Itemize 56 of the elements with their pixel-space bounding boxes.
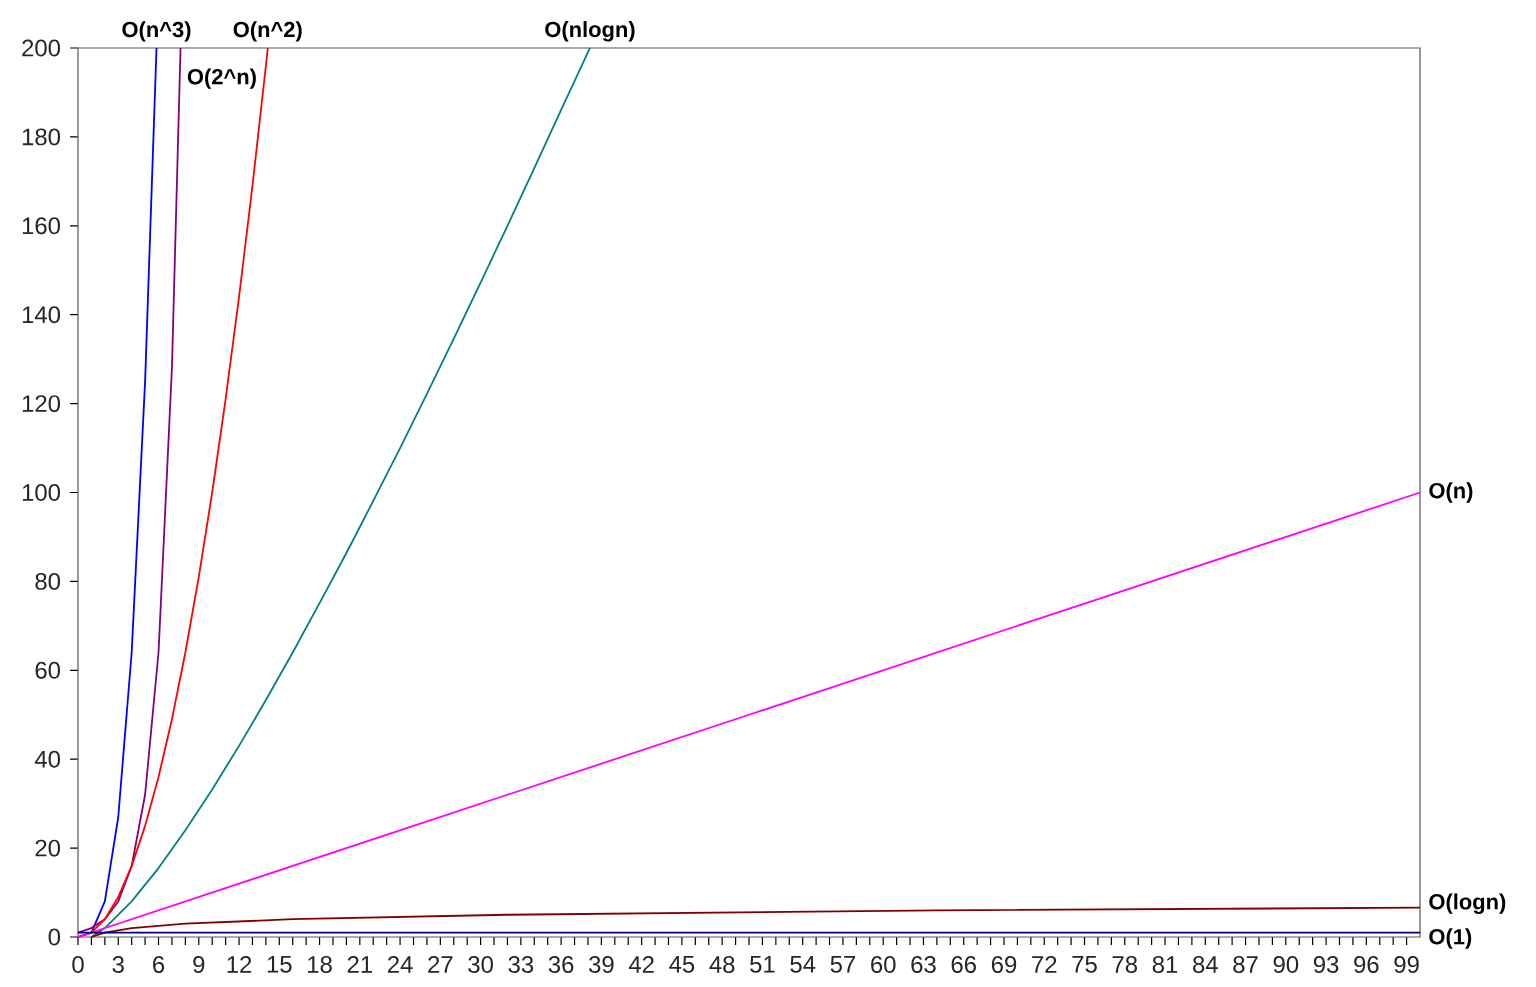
x-tick-label: 18 bbox=[308, 956, 332, 973]
series-label: O(n^3) bbox=[122, 21, 191, 42]
x-tick-label: 99 bbox=[1394, 956, 1419, 973]
x-tick-label: 75 bbox=[1072, 956, 1097, 973]
x-tick-label: 27 bbox=[428, 956, 453, 973]
y-tick-label: 140 bbox=[22, 306, 61, 324]
y-tick-label: 60 bbox=[35, 661, 61, 679]
x-tick-label: 33 bbox=[508, 956, 534, 973]
y-tick-label: 40 bbox=[34, 750, 61, 768]
y-tick-label: 180 bbox=[22, 128, 61, 146]
x-tick-label: 60 bbox=[871, 956, 896, 973]
y-tick-label: 120 bbox=[22, 395, 61, 413]
x-tick-label: 81 bbox=[1152, 956, 1178, 973]
x-tick-label: 3 bbox=[112, 956, 124, 973]
x-tick-label: 21 bbox=[347, 956, 372, 973]
x-tick-label: 0 bbox=[72, 956, 84, 973]
x-tick-label: 72 bbox=[1032, 956, 1057, 973]
y-tick-label: 80 bbox=[35, 572, 61, 590]
x-tick-label: 87 bbox=[1233, 956, 1258, 973]
x-tick-label: 96 bbox=[1354, 956, 1379, 973]
series-label: O(n^2) bbox=[233, 21, 302, 42]
x-tick-label: 63 bbox=[911, 956, 936, 973]
line-series bbox=[90, 47, 591, 938]
x-tick-label: 39 bbox=[588, 956, 614, 973]
x-tick-label: 66 bbox=[951, 956, 976, 973]
series-label: O(nlogn) bbox=[545, 21, 635, 42]
x-tick-label: 12 bbox=[227, 956, 252, 973]
y-tick-label: 20 bbox=[35, 839, 61, 857]
y-tick-label: 100 bbox=[22, 484, 61, 501]
x-tick-label: 6 bbox=[153, 956, 165, 973]
x-tick-label: 54 bbox=[790, 956, 816, 973]
y-tick-label: 200 bbox=[22, 39, 61, 57]
series-label: O(logn) bbox=[1429, 893, 1506, 914]
x-tick-label: 48 bbox=[709, 956, 735, 973]
x-tick-label: 69 bbox=[991, 956, 1017, 973]
line-series bbox=[77, 47, 182, 934]
x-tick-label: 84 bbox=[1193, 956, 1218, 973]
x-tick-label: 42 bbox=[628, 956, 654, 973]
x-tick-label: 90 bbox=[1273, 956, 1299, 973]
y-tick-label: 160 bbox=[22, 217, 61, 235]
x-tick-label: 9 bbox=[193, 956, 205, 973]
x-tick-label: 30 bbox=[468, 956, 493, 973]
series-label: O(n) bbox=[1429, 482, 1473, 503]
series-label: O(2^n) bbox=[187, 68, 256, 89]
y-tick-label: 0 bbox=[48, 928, 61, 946]
x-tick-label: 93 bbox=[1313, 956, 1339, 973]
line-series bbox=[90, 906, 1421, 938]
x-tick-label: 24 bbox=[387, 956, 413, 973]
x-tick-label: 51 bbox=[750, 956, 775, 973]
x-tick-label: 45 bbox=[669, 956, 695, 973]
x-tick-label: 36 bbox=[548, 956, 574, 973]
series-label: O(1) bbox=[1429, 928, 1472, 949]
x-tick-label: 15 bbox=[267, 956, 292, 973]
x-tick-label: 78 bbox=[1112, 956, 1138, 973]
x-tick-label: 57 bbox=[830, 956, 856, 973]
line-series bbox=[77, 491, 1421, 938]
